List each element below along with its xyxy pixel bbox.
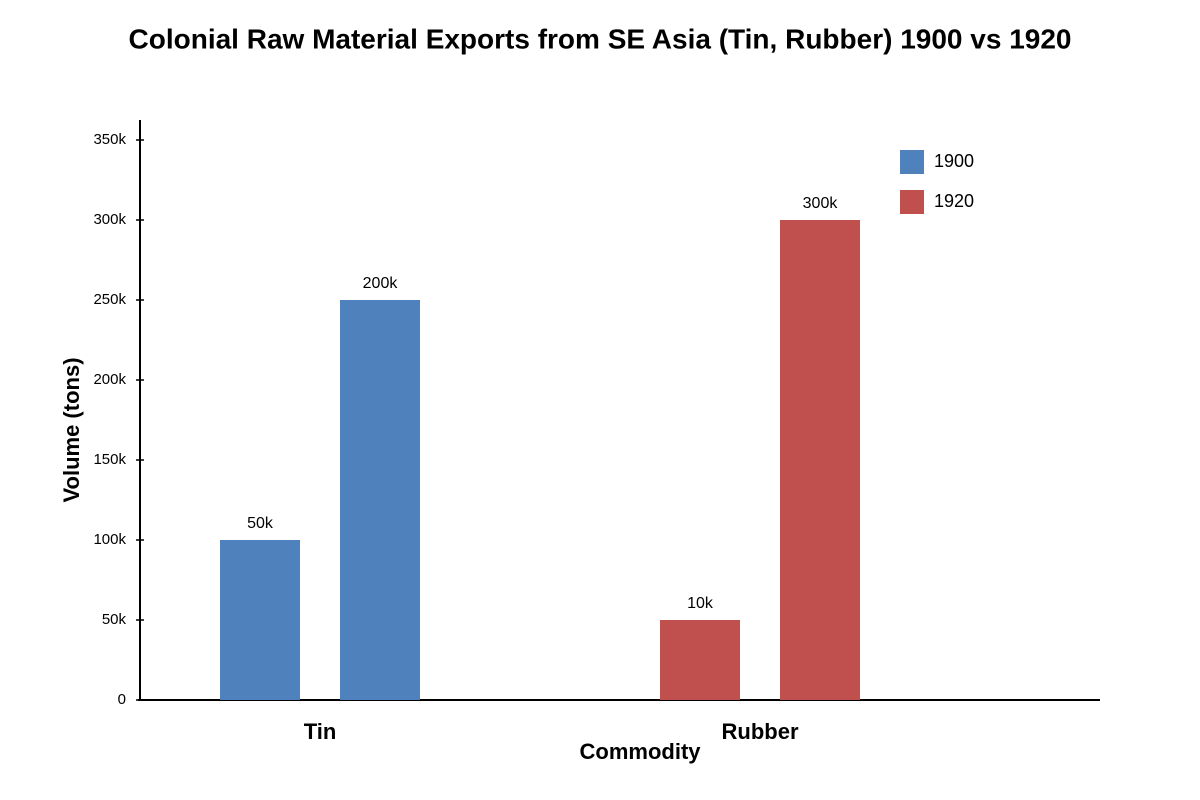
x-tick-label: Rubber <box>722 719 799 744</box>
chart-title: Colonial Raw Material Exports from SE As… <box>129 23 1072 54</box>
x-axis-title: Commodity <box>580 739 702 764</box>
legend-label: 1920 <box>934 191 974 211</box>
legend-label: 1900 <box>934 151 974 171</box>
y-tick-label: 200k <box>93 371 126 388</box>
y-tick-label: 50k <box>102 611 127 628</box>
x-tick-label: Tin <box>304 719 337 744</box>
bar <box>660 620 740 700</box>
bar <box>340 300 420 700</box>
y-tick-label: 300k <box>93 211 126 228</box>
bar <box>780 220 860 700</box>
legend-swatch <box>900 190 924 214</box>
bar-annotation: 10k <box>687 595 714 612</box>
bar-annotation: 300k <box>803 195 839 212</box>
y-tick-label: 150k <box>93 451 126 468</box>
bar <box>220 540 300 700</box>
y-tick-label: 350k <box>93 131 126 148</box>
bar-annotation: 200k <box>363 275 399 292</box>
y-axis-title: Volume (tons) <box>59 357 84 502</box>
y-tick-label: 250k <box>93 291 126 308</box>
y-tick-label: 100k <box>93 531 126 548</box>
legend-swatch <box>900 150 924 174</box>
y-tick-label: 0 <box>118 691 126 708</box>
bar-annotation: 50k <box>247 515 274 532</box>
